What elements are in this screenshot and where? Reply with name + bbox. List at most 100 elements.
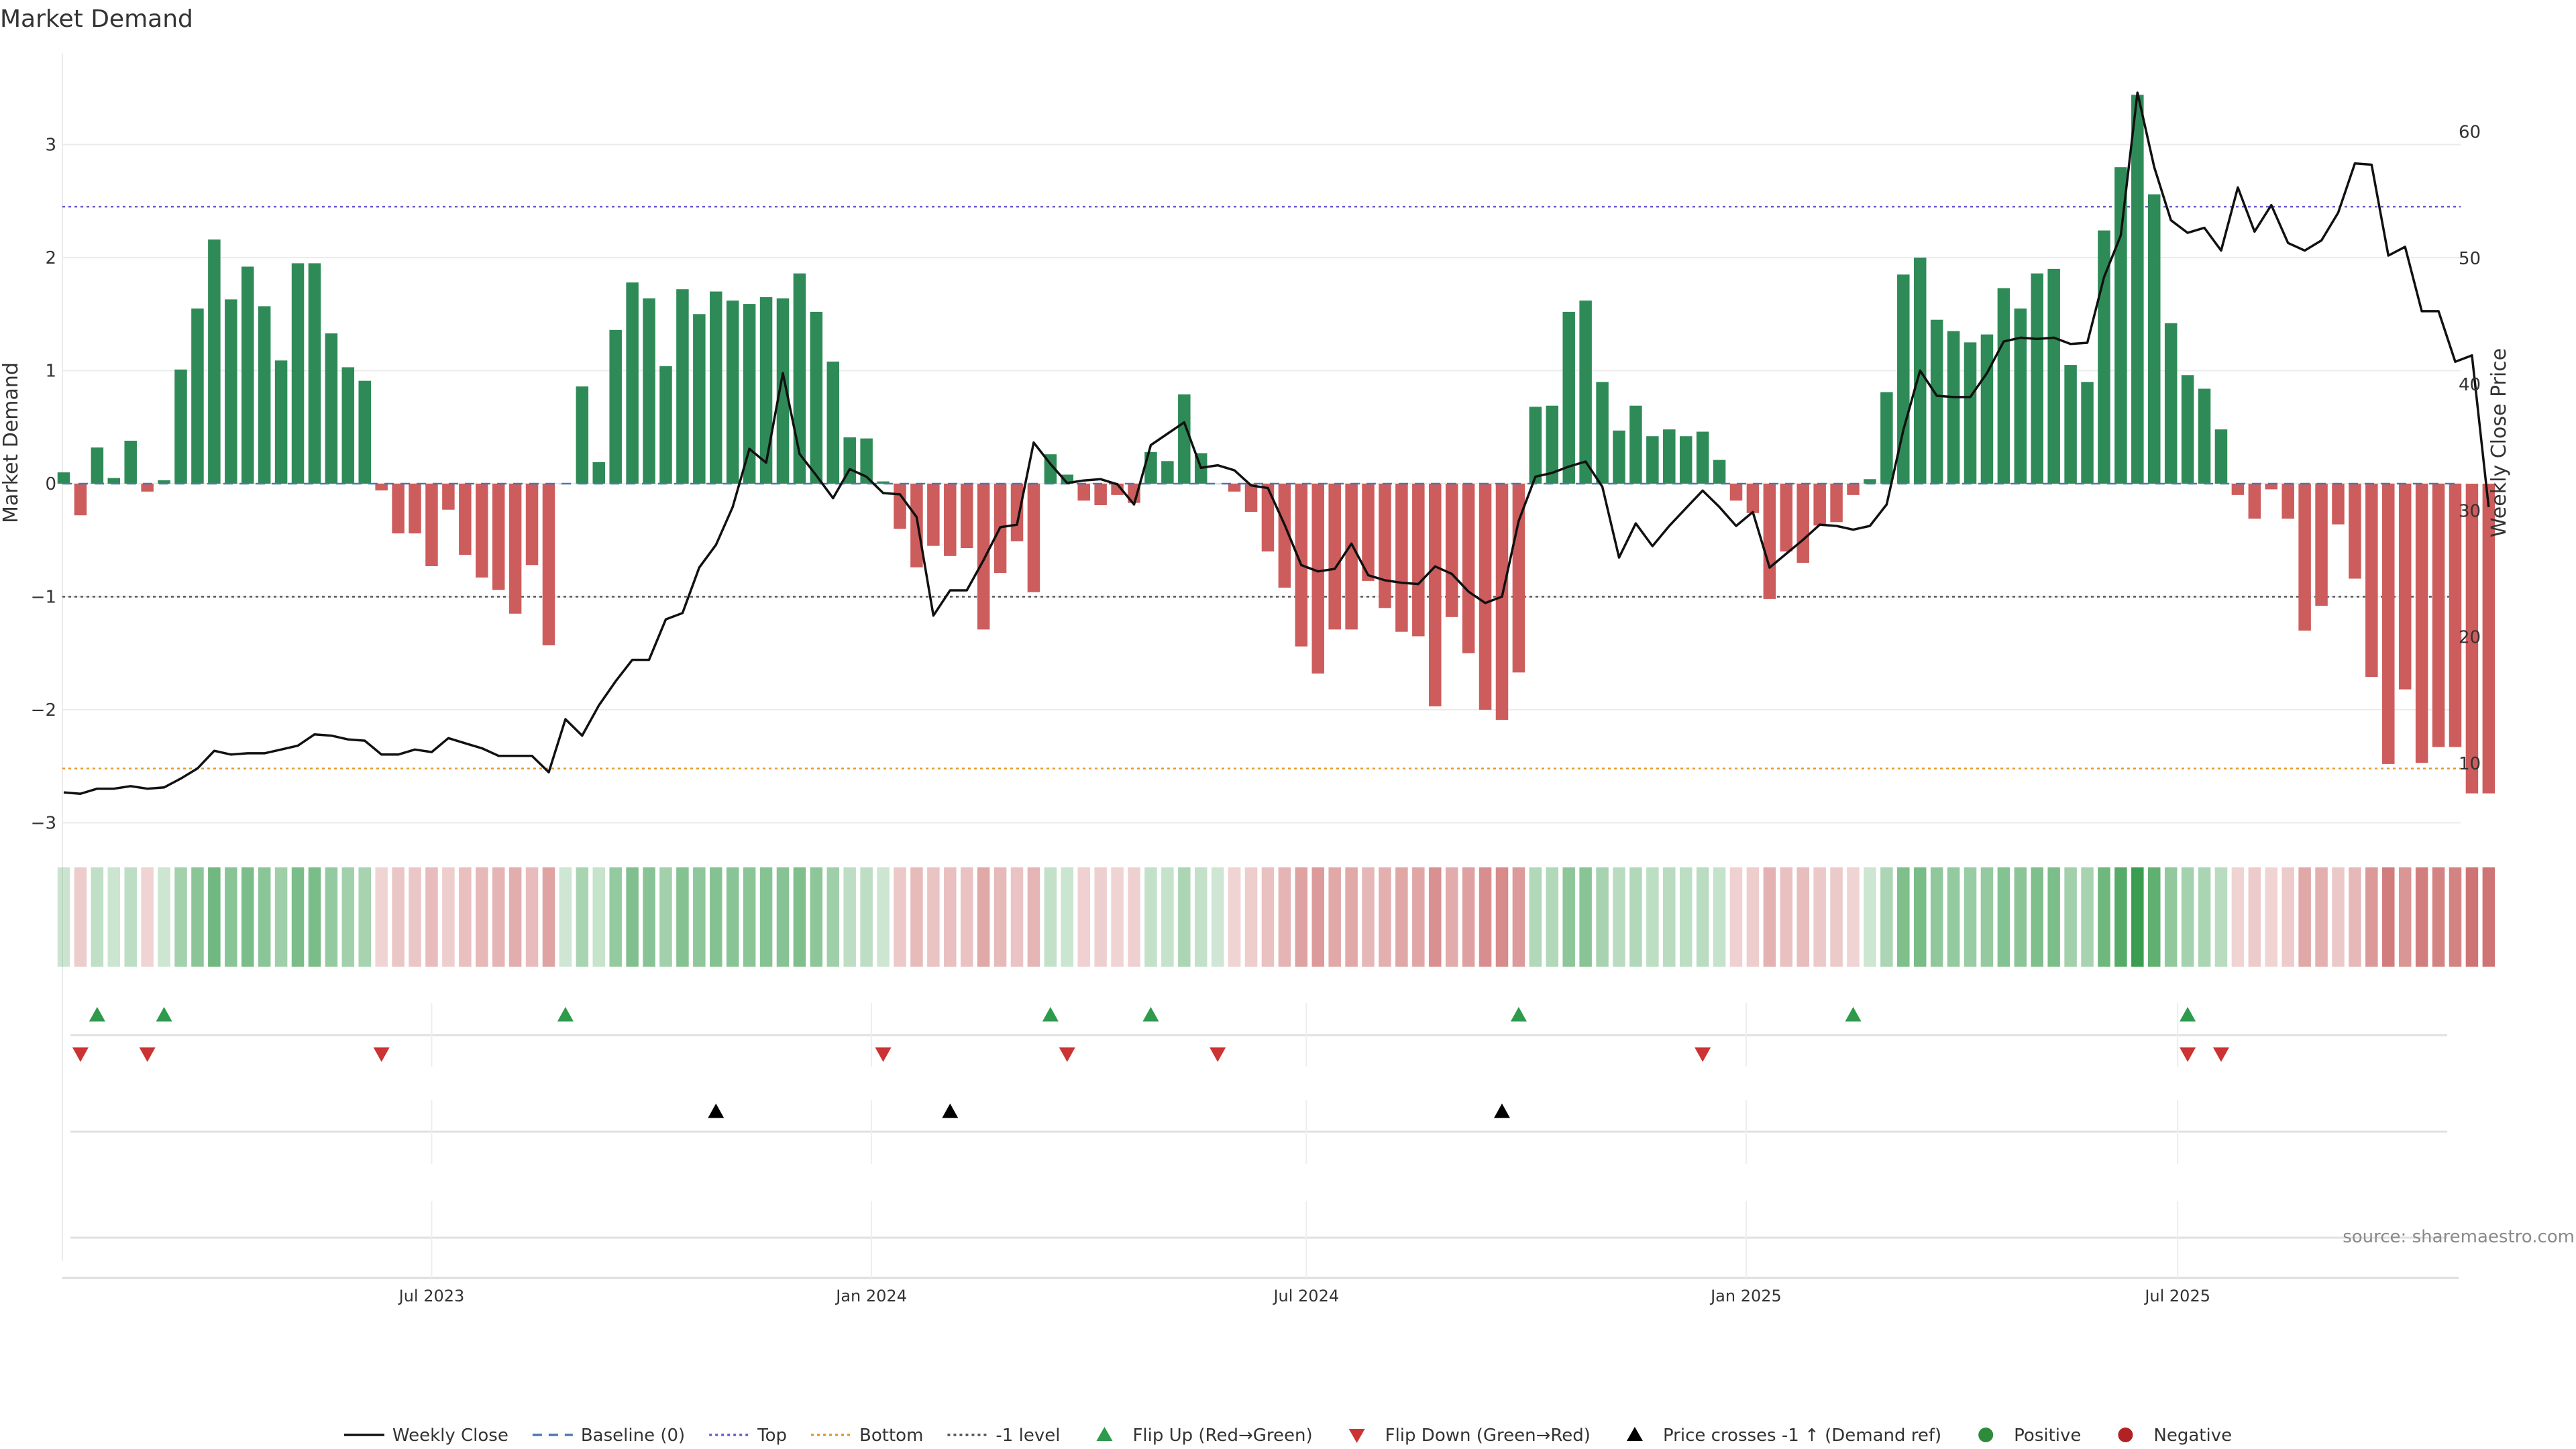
demand-bar [1228,484,1241,492]
demand-bar [776,298,790,484]
demand-bar [1847,484,1860,495]
heat-cell [1897,867,1910,967]
heat-cell [1729,867,1743,967]
demand-bar [1830,484,1843,523]
legend-label: Flip Down (Green→Red) [1385,1426,1591,1446]
y2-tick-label: 10 [2459,754,2481,774]
demand-bar [1445,484,1458,617]
demand-bar [726,301,739,484]
heat-cell [225,867,237,967]
y2-tick-label: 60 [2459,123,2481,143]
heat-cell [1061,867,1074,967]
flip-up-marker [1142,1007,1159,1022]
legend-item: Baseline (0) [532,1426,685,1446]
heat-cell [1362,867,1375,967]
heat-cell [2432,867,2445,967]
demand-heat-strip [57,867,2496,967]
y-tick-label: −1 [31,588,56,608]
heat-cell [1395,867,1408,967]
demand-bar [1462,484,1475,653]
demand-bar [158,480,170,484]
y-tick-label: 2 [45,248,56,268]
heat-cell [375,867,388,967]
flip-down-marker [1210,1047,1226,1062]
demand-bar [2465,484,2479,794]
demand-bar [459,484,472,555]
legend-item: Price crosses -1 ↑ (Demand ref) [1626,1426,1941,1446]
heat-cell [1027,867,1040,967]
demand-bar [91,447,104,484]
heat-cell [1345,867,1358,967]
demand-bar [492,484,505,590]
demand-bar [1379,484,1391,608]
heat-cell [2398,867,2412,967]
y-axis-label-left: Market Demand [0,362,23,523]
demand-bar [1897,274,1910,484]
demand-bar [1546,405,1559,484]
y-tick-label: 3 [45,136,56,156]
demand-bar [643,298,655,484]
heat-cell [1847,867,1860,967]
heat-cell [1077,867,1090,967]
demand-bar [2332,484,2345,525]
x-tick-label: Jan 2025 [1709,1287,1782,1305]
demand-bar [375,484,388,491]
heat-cell [258,867,271,967]
demand-bar [1328,484,1341,630]
demand-bar [525,484,539,566]
heat-cell [927,867,940,967]
y-tick-label: 0 [45,474,56,494]
source-note: source: sharemaestro.com [2343,1227,2575,1247]
heat-cell [1445,867,1458,967]
heat-cell [1044,867,1057,967]
heat-cell [643,867,655,967]
heat-cell [1128,867,1140,967]
heat-cell [559,867,572,967]
legend-label: Bottom [859,1426,923,1446]
demand-bar [191,308,204,484]
demand-bar [1077,484,1090,501]
demand-bar [141,484,154,492]
heat-cell [1479,867,1492,967]
demand-bar [1596,382,1609,484]
heat-cell [2265,867,2278,967]
heat-cell [341,867,355,967]
demand-bar [1663,429,1676,484]
heat-cell [1278,867,1291,967]
heat-cell [1311,867,1324,967]
heat-cell [1546,867,1559,967]
demand-bar [1261,484,1275,552]
heat-cell [877,867,890,967]
demand-bar [1613,430,1625,484]
demand-bar [1763,484,1776,599]
heat-cell [759,867,773,967]
heat-cell [1429,867,1442,967]
demand-bar [542,484,555,645]
demand-bar [2398,484,2412,690]
heat-cell [308,867,321,967]
legend-item: Flip Down (Green→Red) [1348,1426,1591,1446]
demand-bar [1412,484,1425,637]
demand-bar [2214,429,2228,484]
demand-bar [860,438,873,484]
flip-down-marker [1059,1047,1075,1062]
heat-cell [626,867,639,967]
heat-cell [1947,867,1960,967]
demand-bar [2349,484,2361,579]
heat-cell [442,867,455,967]
legend-label: Weekly Close [392,1426,508,1446]
heat-cell [1295,867,1308,967]
demand-bar [274,360,288,484]
reference-lines [62,205,2461,769]
x-tick-label: Jul 2025 [2143,1287,2210,1305]
legend-label: Baseline (0) [581,1426,685,1446]
flip-up-marker [1042,1007,1059,1022]
heat-cell [1194,867,1208,967]
demand-bar [1780,484,1793,552]
demand-bar [1729,484,1743,501]
heat-cell [2382,867,2395,967]
demand-bar [1679,436,1693,484]
demand-bar [174,369,187,484]
demand-bar [1696,431,1709,484]
